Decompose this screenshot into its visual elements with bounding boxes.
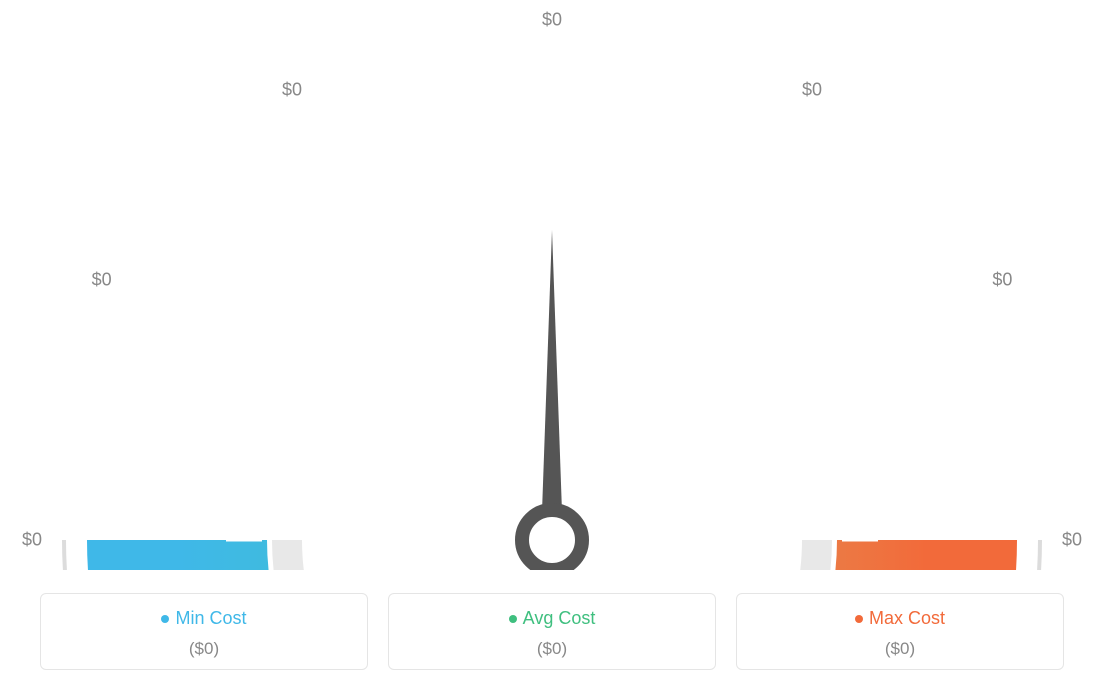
legend-row: Min Cost ($0) Avg Cost ($0) Max Cost ($0… <box>40 593 1064 670</box>
gauge-tick-label: $0 <box>92 270 112 291</box>
legend-max-text: Max Cost <box>869 608 945 628</box>
gauge-chart: $0 $0 $0 $0 $0 $0 $0 <box>0 0 1104 570</box>
legend-min-text: Min Cost <box>175 608 246 628</box>
legend-avg-label: Avg Cost <box>389 608 715 629</box>
legend-max-label: Max Cost <box>737 608 1063 629</box>
gauge-tick-label: $0 <box>802 79 822 100</box>
legend-max-value: ($0) <box>737 639 1063 659</box>
gauge-tick-label: $0 <box>22 530 42 551</box>
legend-dot-avg <box>509 615 517 623</box>
legend-min-label: Min Cost <box>41 608 367 629</box>
legend-avg-value: ($0) <box>389 639 715 659</box>
gauge-tick-label: $0 <box>542 10 562 31</box>
legend-dot-max <box>855 615 863 623</box>
gauge-tick-label: $0 <box>992 270 1012 291</box>
gauge-tick-label: $0 <box>282 79 302 100</box>
legend-avg-text: Avg Cost <box>523 608 596 628</box>
legend-min-value: ($0) <box>41 639 367 659</box>
legend-max-cost: Max Cost ($0) <box>736 593 1064 670</box>
cost-gauge-container: $0 $0 $0 $0 $0 $0 $0 Min Cost ($0) Avg Cost ($… <box>0 0 1104 690</box>
legend-avg-cost: Avg Cost ($0) <box>388 593 716 670</box>
gauge-tick-label: $0 <box>1062 530 1082 551</box>
legend-min-cost: Min Cost ($0) <box>40 593 368 670</box>
legend-dot-min <box>161 615 169 623</box>
